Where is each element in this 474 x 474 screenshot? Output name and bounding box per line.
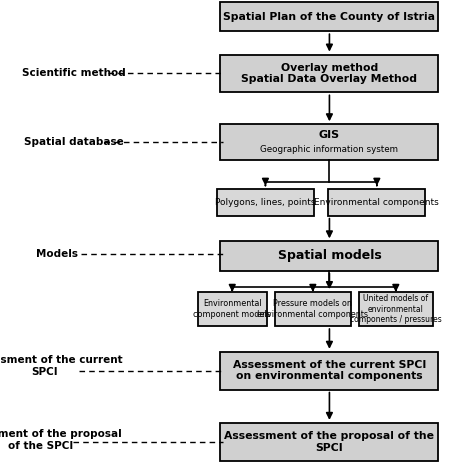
Text: United models of
environmental
components / pressures: United models of environmental component… xyxy=(350,294,442,324)
FancyBboxPatch shape xyxy=(220,423,438,461)
FancyBboxPatch shape xyxy=(220,125,438,160)
Text: Environmental components: Environmental components xyxy=(314,198,439,207)
Text: Geographic information system: Geographic information system xyxy=(260,146,399,154)
Text: Assessment of the proposal
of the SPCI: Assessment of the proposal of the SPCI xyxy=(0,429,122,451)
Text: Spatial Plan of the County of Istria: Spatial Plan of the County of Istria xyxy=(223,11,436,22)
FancyBboxPatch shape xyxy=(220,55,438,92)
FancyBboxPatch shape xyxy=(198,292,266,326)
Text: Assessment of the proposal of the
SPCI: Assessment of the proposal of the SPCI xyxy=(224,431,435,453)
Text: Spatial database: Spatial database xyxy=(24,137,123,147)
Text: Polygons, lines, points: Polygons, lines, points xyxy=(215,198,316,207)
Text: Assessment of the current
SPCI: Assessment of the current SPCI xyxy=(0,355,123,377)
FancyBboxPatch shape xyxy=(220,241,438,271)
Text: Models: Models xyxy=(36,248,78,259)
Text: Overlay method
Spatial Data Overlay Method: Overlay method Spatial Data Overlay Meth… xyxy=(241,63,418,84)
Text: Pressure models on
environmental components: Pressure models on environmental compone… xyxy=(257,300,368,319)
FancyBboxPatch shape xyxy=(275,292,351,326)
Text: GIS: GIS xyxy=(319,129,340,140)
FancyBboxPatch shape xyxy=(359,292,432,326)
Text: Scientific method: Scientific method xyxy=(22,68,125,79)
Text: Spatial models: Spatial models xyxy=(278,249,381,263)
FancyBboxPatch shape xyxy=(220,2,438,31)
Text: Environmental
component models: Environmental component models xyxy=(193,300,271,319)
Text: Assessment of the current SPCI
on environmental components: Assessment of the current SPCI on enviro… xyxy=(233,360,426,382)
FancyBboxPatch shape xyxy=(328,189,425,216)
FancyBboxPatch shape xyxy=(217,189,314,216)
FancyBboxPatch shape xyxy=(220,352,438,390)
